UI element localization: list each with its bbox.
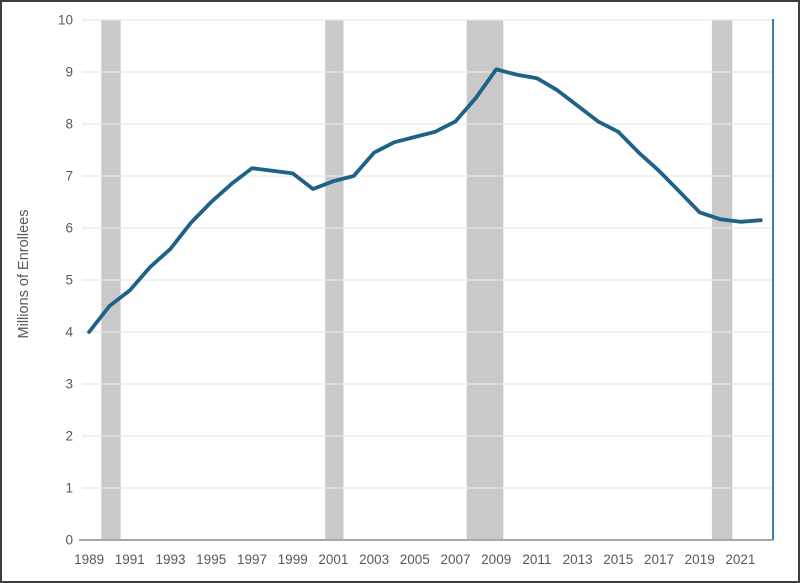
x-tick-label-1989: 1989 bbox=[74, 552, 104, 567]
enrollees-line-series bbox=[87, 67, 763, 334]
x-tick-label-2011: 2011 bbox=[522, 552, 551, 567]
x-tick-label-2015: 2015 bbox=[603, 552, 633, 567]
y-tick-label-9: 9 bbox=[65, 65, 73, 80]
x-tick-label-1999: 1999 bbox=[278, 552, 308, 567]
x-tick-label-2001: 2001 bbox=[318, 552, 348, 567]
y-tick-label-10: 10 bbox=[58, 13, 73, 28]
x-tick-label-1995: 1995 bbox=[196, 552, 226, 567]
y-tick-label-0: 0 bbox=[65, 533, 73, 548]
x-tick-label-2003: 2003 bbox=[359, 552, 389, 567]
x-tick-label-2005: 2005 bbox=[400, 552, 430, 567]
y-tick-label-6: 6 bbox=[65, 221, 73, 236]
y-tick-label-3: 3 bbox=[65, 377, 73, 392]
x-tick-label-2007: 2007 bbox=[440, 552, 470, 567]
y-axis-title: Millions of Enrollees bbox=[16, 210, 32, 339]
y-tick-label-8: 8 bbox=[65, 117, 73, 132]
x-tick-label-1997: 1997 bbox=[237, 552, 267, 567]
x-tick-label-2017: 2017 bbox=[644, 552, 674, 567]
y-tick-label-4: 4 bbox=[65, 325, 73, 340]
x-tick-label-1991: 1991 bbox=[115, 552, 145, 567]
y-tick-label-2: 2 bbox=[65, 429, 73, 444]
x-tick-label-2021: 2021 bbox=[725, 552, 755, 567]
x-tick-label-2019: 2019 bbox=[685, 552, 715, 567]
x-tick-label-2013: 2013 bbox=[563, 552, 593, 567]
x-tick-label-2009: 2009 bbox=[481, 552, 511, 567]
y-tick-label-7: 7 bbox=[65, 169, 73, 184]
x-tick-label-1993: 1993 bbox=[155, 552, 185, 567]
y-tick-label-5: 5 bbox=[65, 273, 73, 288]
y-tick-label-1: 1 bbox=[65, 481, 73, 496]
